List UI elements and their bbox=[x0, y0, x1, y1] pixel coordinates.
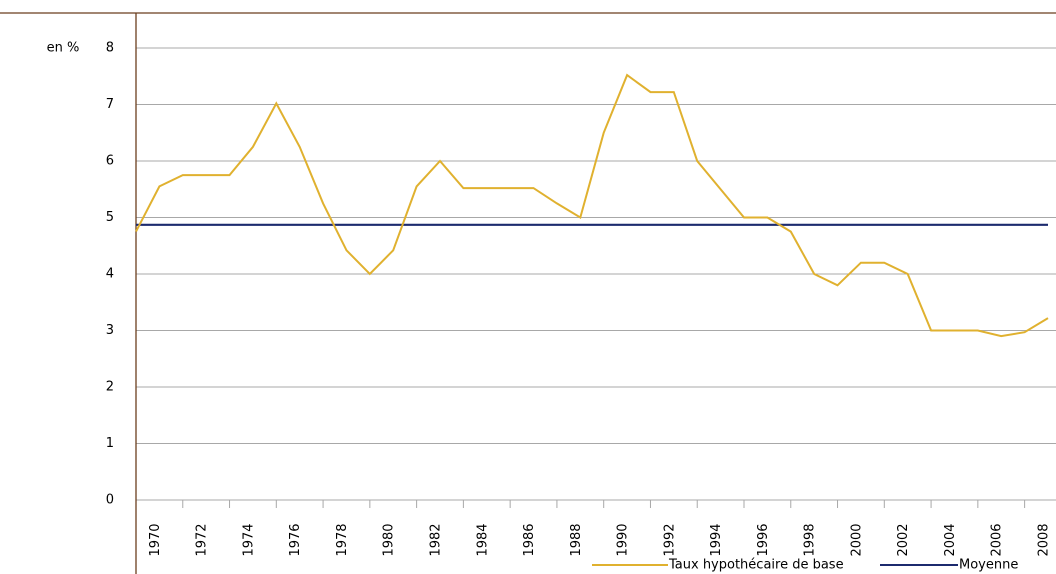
y-tick-label: 2 bbox=[106, 380, 114, 395]
x-tick-label: 1994 bbox=[709, 523, 724, 556]
y-tick-label: 1 bbox=[106, 436, 114, 451]
x-tick-label: 1976 bbox=[288, 523, 303, 556]
x-tick-label: 1992 bbox=[662, 523, 677, 556]
x-tick-label: 2008 bbox=[1037, 523, 1052, 556]
y-tick-label: 8 bbox=[106, 41, 114, 56]
x-tick-label: 1970 bbox=[148, 523, 163, 556]
x-tick-label: 1978 bbox=[335, 523, 350, 556]
x-tick-label: 1974 bbox=[241, 523, 256, 556]
x-tick-label: 1982 bbox=[429, 523, 444, 556]
legend-label: Moyenne bbox=[959, 558, 1018, 573]
x-tick-label: 1972 bbox=[195, 523, 210, 556]
x-tick-label: 1984 bbox=[475, 523, 490, 556]
x-tick-label: 2000 bbox=[849, 523, 864, 556]
legend-label: Taux hypothécaire de base bbox=[668, 558, 844, 573]
y-axis-label: en % bbox=[47, 41, 80, 56]
x-tick-label: 1990 bbox=[616, 523, 631, 556]
x-tick-label: 2006 bbox=[990, 523, 1005, 556]
y-tick-label: 7 bbox=[106, 97, 114, 112]
series-line bbox=[135, 73, 1049, 338]
y-tick-label: 6 bbox=[106, 154, 114, 169]
y-tick-label: 5 bbox=[106, 210, 114, 225]
x-tick-label: 1980 bbox=[382, 523, 397, 556]
x-tick-label: 2004 bbox=[943, 523, 958, 556]
x-tick-label: 1998 bbox=[803, 523, 818, 556]
y-tick-label: 4 bbox=[106, 267, 114, 282]
x-tick-label: 1996 bbox=[756, 523, 771, 556]
y-tick-label: 0 bbox=[106, 493, 114, 508]
x-tick-label: 1986 bbox=[522, 523, 537, 556]
y-tick-label: 3 bbox=[106, 323, 114, 338]
x-tick-label: 2002 bbox=[896, 523, 911, 556]
x-tick-label: 1988 bbox=[569, 523, 584, 556]
